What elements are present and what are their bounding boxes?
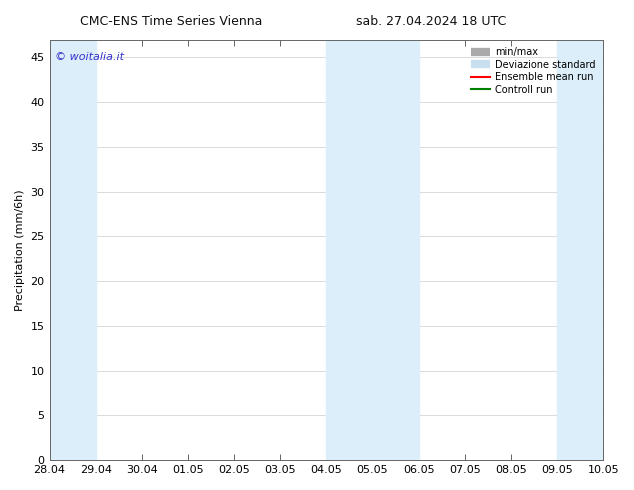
Bar <box>557 40 626 460</box>
Text: © woitalia.it: © woitalia.it <box>55 52 124 62</box>
Text: sab. 27.04.2024 18 UTC: sab. 27.04.2024 18 UTC <box>356 15 506 28</box>
Bar <box>327 40 418 460</box>
Bar <box>49 40 96 460</box>
Text: CMC-ENS Time Series Vienna: CMC-ENS Time Series Vienna <box>80 15 262 28</box>
Y-axis label: Precipitation (mm/6h): Precipitation (mm/6h) <box>15 189 25 311</box>
Legend: min/max, Deviazione standard, Ensemble mean run, Controll run: min/max, Deviazione standard, Ensemble m… <box>468 45 598 98</box>
